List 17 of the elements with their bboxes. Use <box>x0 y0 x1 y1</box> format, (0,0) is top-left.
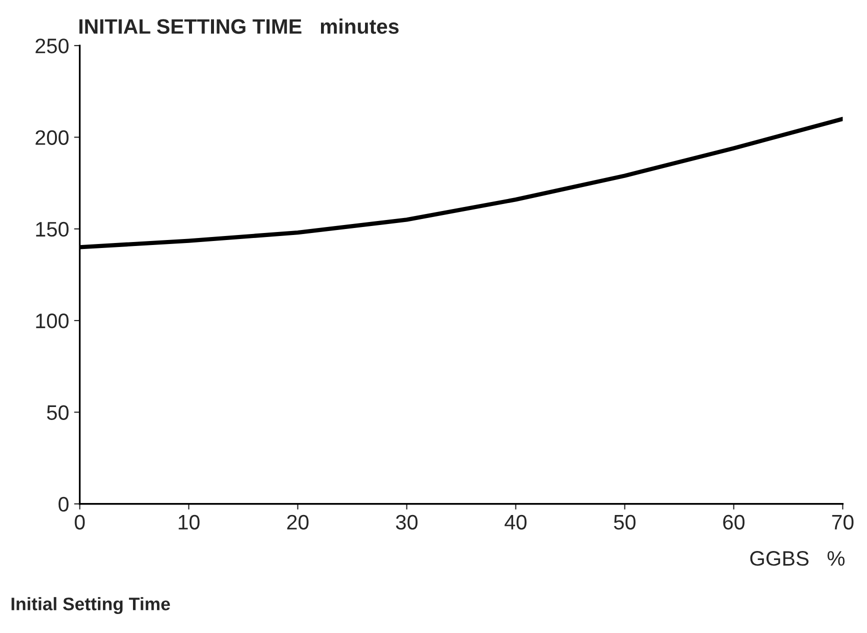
x-axis-title: GGBS % <box>750 551 845 566</box>
y-tick-label: 0 <box>58 496 69 512</box>
x-tick-label: 20 <box>287 514 309 530</box>
y-tick-label: 50 <box>47 405 69 420</box>
x-tick-label: 70 <box>832 514 854 530</box>
text: Initial Setting Time <box>12 597 170 614</box>
chart-title: INITIAL SETTING TIME minutes <box>79 18 399 34</box>
y-tick-label: 250 <box>36 38 69 54</box>
y-tick-label: 200 <box>36 130 69 145</box>
x-tick-label: 10 <box>178 514 200 530</box>
x-tick-label: 40 <box>504 514 527 530</box>
y-tick-label: 150 <box>36 222 69 237</box>
x-tick-label: 50 <box>614 514 636 530</box>
x-tick-label: 30 <box>396 514 418 530</box>
x-tick-label: 0 <box>74 514 85 530</box>
y-tick-label: 100 <box>36 314 69 328</box>
x-tick-label: 60 <box>723 514 744 530</box>
